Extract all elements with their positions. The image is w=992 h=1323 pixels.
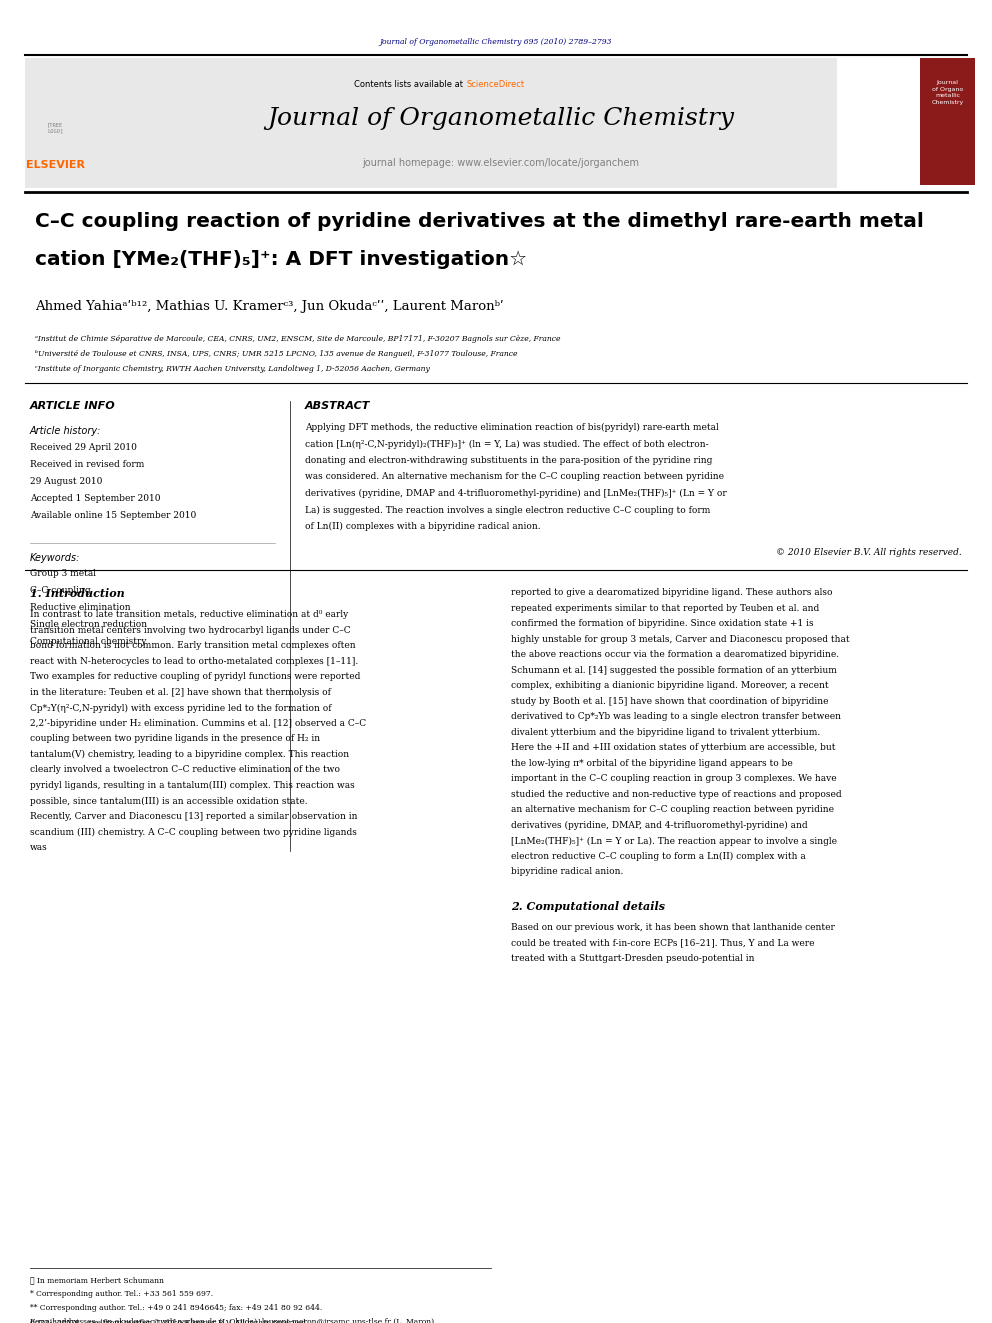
Text: ABSTRACT: ABSTRACT	[305, 401, 370, 411]
Text: C–C coupling reaction of pyridine derivatives at the dimethyl rare-earth metal: C–C coupling reaction of pyridine deriva…	[35, 212, 924, 232]
Text: react with N-heterocycles to lead to ortho-metalated complexes [1–11].: react with N-heterocycles to lead to ort…	[30, 658, 358, 665]
Text: Accepted 1 September 2010: Accepted 1 September 2010	[30, 493, 161, 503]
Text: Received in revised form: Received in revised form	[30, 460, 145, 468]
Text: Cp*₂Y(η²-C,N-pyridyl) with excess pyridine led to the formation of: Cp*₂Y(η²-C,N-pyridyl) with excess pyridi…	[30, 704, 331, 713]
Text: Group 3 metal: Group 3 metal	[30, 569, 96, 578]
Bar	[25, 58, 85, 188]
Text: ᶜInstitute of Inorganic Chemistry, RWTH Aachen University, Landoltweg 1, D-52056: ᶜInstitute of Inorganic Chemistry, RWTH …	[35, 365, 430, 373]
Text: study by Booth et al. [15] have shown that coordination of bipyridine: study by Booth et al. [15] have shown th…	[511, 697, 828, 706]
Bar	[920, 58, 975, 185]
Text: an alternative mechanism for C–C coupling reaction between pyridine: an alternative mechanism for C–C couplin…	[511, 806, 834, 815]
Text: [LnMe₂(THF)₅]⁺ (Ln = Y or La). The reaction appear to involve a single: [LnMe₂(THF)₅]⁺ (Ln = Y or La). The react…	[511, 836, 837, 845]
Text: ARTICLE INFO: ARTICLE INFO	[30, 401, 116, 411]
Text: Based on our previous work, it has been shown that lanthanide center: Based on our previous work, it has been …	[511, 923, 835, 931]
Text: E-mail addresses: jun.okuda@ac.rwth-aachen.de (J. Okuda), laurent.maron@irsamc.u: E-mail addresses: jun.okuda@ac.rwth-aach…	[30, 1318, 436, 1323]
Text: Article history:: Article history:	[30, 426, 101, 437]
Text: scandium (III) chemistry. A C–C coupling between two pyridine ligands: scandium (III) chemistry. A C–C coupling…	[30, 827, 357, 836]
Text: was: was	[30, 843, 48, 852]
Text: © 2010 Elsevier B.V. All rights reserved.: © 2010 Elsevier B.V. All rights reserved…	[777, 549, 962, 557]
Text: coupling between two pyridine ligands in the presence of H₂ in: coupling between two pyridine ligands in…	[30, 734, 320, 744]
Text: La) is suggested. The reaction involves a single electron reductive C–C coupling: La) is suggested. The reaction involves …	[305, 505, 710, 515]
Text: was considered. An alternative mechanism for the C–C coupling reaction between p: was considered. An alternative mechanism…	[305, 472, 724, 482]
Text: Available online 15 September 2010: Available online 15 September 2010	[30, 511, 196, 520]
Text: derivatives (pyridine, DMAP and 4-trifluoromethyl-pyridine) and [LnMe₂(THF)₅]⁺ (: derivatives (pyridine, DMAP and 4-triflu…	[305, 490, 727, 499]
Text: journal homepage: www.elsevier.com/locate/jorganchem: journal homepage: www.elsevier.com/locat…	[362, 157, 640, 168]
Text: ScienceDirect: ScienceDirect	[466, 79, 524, 89]
Text: Recently, Carver and Diaconescu [13] reported a similar observation in: Recently, Carver and Diaconescu [13] rep…	[30, 812, 357, 822]
Text: Journal
of Organo
metallic
Chemistry: Journal of Organo metallic Chemistry	[931, 79, 963, 105]
Text: ᵃInstitut de Chimie Séparative de Marcoule, CEA, CNRS, UM2, ENSCM, Site de Marco: ᵃInstitut de Chimie Séparative de Marcou…	[35, 335, 560, 343]
Text: ELSEVIER: ELSEVIER	[26, 160, 84, 169]
Text: pyridyl ligands, resulting in a tantalum(III) complex. This reaction was: pyridyl ligands, resulting in a tantalum…	[30, 781, 355, 790]
Text: In contrast to late transition metals, reductive elimination at d⁰ early: In contrast to late transition metals, r…	[30, 610, 348, 619]
Text: donating and electron-withdrawing substituents in the para-position of the pyrid: donating and electron-withdrawing substi…	[305, 456, 712, 464]
Text: in the literature: Teuben et al. [2] have shown that thermolysis of: in the literature: Teuben et al. [2] hav…	[30, 688, 331, 697]
Text: highly unstable for group 3 metals, Carver and Diaconescu proposed that: highly unstable for group 3 metals, Carv…	[511, 635, 849, 644]
Text: Received 29 April 2010: Received 29 April 2010	[30, 443, 137, 452]
Text: transition metal centers involving two hydrocarbyl ligands under C–C: transition metal centers involving two h…	[30, 626, 350, 635]
Text: cation [YMe₂(THF)₅]⁺: A DFT investigation☆: cation [YMe₂(THF)₅]⁺: A DFT investigatio…	[35, 250, 527, 269]
Text: possible, since tantalum(III) is an accessible oxidation state.: possible, since tantalum(III) is an acce…	[30, 796, 308, 806]
Text: the low-lying π* orbital of the bipyridine ligand appears to be: the low-lying π* orbital of the bipyridi…	[511, 759, 793, 767]
Text: bond formation is not common. Early transition metal complexes often: bond formation is not common. Early tran…	[30, 642, 355, 651]
Text: ᵇUniversité de Toulouse et CNRS, INSA, UPS, CNRS; UMR 5215 LPCNO, 135 avenue de : ᵇUniversité de Toulouse et CNRS, INSA, U…	[35, 351, 518, 359]
Text: ☆ In memoriam Herbert Schumann: ☆ In memoriam Herbert Schumann	[30, 1275, 164, 1285]
Text: tantalum(V) chemistry, leading to a bipyridine complex. This reaction: tantalum(V) chemistry, leading to a bipy…	[30, 750, 349, 759]
Text: complex, exhibiting a dianionic bipyridine ligand. Moreover, a recent: complex, exhibiting a dianionic bipyridi…	[511, 681, 828, 691]
Text: Two examples for reductive coupling of pyridyl functions were reported: Two examples for reductive coupling of p…	[30, 672, 360, 681]
Text: the above reactions occur via the formation a dearomatized bipyridine.: the above reactions occur via the format…	[511, 651, 839, 659]
Text: Reductive elimination: Reductive elimination	[30, 603, 131, 613]
Text: confirmed the formation of bipyridine. Since oxidation state +1 is: confirmed the formation of bipyridine. S…	[511, 619, 813, 628]
Text: Contents lists available at: Contents lists available at	[354, 79, 466, 89]
Text: important in the C–C coupling reaction in group 3 complexes. We have: important in the C–C coupling reaction i…	[511, 774, 836, 783]
Text: cation [Ln(η²-C,N-pyridyl)₂(THF)₃]⁺ (ln = Y, La) was studied. The effect of both: cation [Ln(η²-C,N-pyridyl)₂(THF)₃]⁺ (ln …	[305, 439, 708, 448]
Text: 2. Computational details: 2. Computational details	[511, 901, 665, 912]
Text: Journal of Organometallic Chemistry: Journal of Organometallic Chemistry	[268, 106, 734, 130]
Text: Journal of Organometallic Chemistry 695 (2010) 2789–2793: Journal of Organometallic Chemistry 695 …	[380, 38, 612, 46]
Text: could be treated with f-in-core ECPs [16–21]. Thus, Y and La were: could be treated with f-in-core ECPs [16…	[511, 938, 814, 947]
Text: treated with a Stuttgart-Dresden pseudo-potential in: treated with a Stuttgart-Dresden pseudo-…	[511, 954, 755, 963]
Text: of Ln(II) complexes with a bipyridine radical anion.: of Ln(II) complexes with a bipyridine ra…	[305, 523, 541, 531]
Text: Applying DFT methods, the reductive elimination reaction of bis(pyridyl) rare-ea: Applying DFT methods, the reductive elim…	[305, 423, 719, 433]
Text: Single electron reduction: Single electron reduction	[30, 620, 147, 628]
Bar	[85, 58, 837, 188]
Text: studied the reductive and non-reductive type of reactions and proposed: studied the reductive and non-reductive …	[511, 790, 841, 799]
Text: Here the +II and +III oxidation states of ytterbium are accessible, but: Here the +II and +III oxidation states o…	[511, 744, 835, 753]
Text: [TREE
LOGO]: [TREE LOGO]	[47, 123, 63, 134]
Text: 1. Introduction: 1. Introduction	[30, 589, 125, 599]
Text: * Corresponding author. Tel.: +33 561 559 697.: * Corresponding author. Tel.: +33 561 55…	[30, 1290, 213, 1298]
Text: C–C coupling: C–C coupling	[30, 586, 90, 595]
Text: 0022-328X/$ – see front matter © 2010 Elsevier B.V. All rights reserved.: 0022-328X/$ – see front matter © 2010 El…	[30, 1319, 309, 1323]
Text: Ahmed Yahiaᵃʹᵇ¹², Mathias U. Kramerᶜ³, Jun Okudaᶜʹʹ, Laurent Maronᵇʹ: Ahmed Yahiaᵃʹᵇ¹², Mathias U. Kramerᶜ³, J…	[35, 300, 504, 314]
Text: repeated experiments similar to that reported by Teuben et al. and: repeated experiments similar to that rep…	[511, 605, 819, 613]
Text: derivatives (pyridine, DMAP, and 4-trifluoromethyl-pyridine) and: derivatives (pyridine, DMAP, and 4-trifl…	[511, 822, 807, 830]
Text: bipyridine radical anion.: bipyridine radical anion.	[511, 868, 623, 877]
Text: ** Corresponding author. Tel.: +49 0 241 8946645; fax: +49 241 80 92 644.: ** Corresponding author. Tel.: +49 0 241…	[30, 1304, 322, 1312]
Text: 29 August 2010: 29 August 2010	[30, 478, 102, 486]
Text: Keywords:: Keywords:	[30, 553, 80, 564]
Text: electron reductive C–C coupling to form a Ln(II) complex with a: electron reductive C–C coupling to form …	[511, 852, 806, 861]
Text: reported to give a dearomatized bipyridine ligand. These authors also: reported to give a dearomatized bipyridi…	[511, 589, 832, 598]
Text: Computational chemistry: Computational chemistry	[30, 636, 147, 646]
Text: Schumann et al. [14] suggested the possible formation of an ytterbium: Schumann et al. [14] suggested the possi…	[511, 665, 837, 675]
Text: clearly involved a twoelectron C–C reductive elimination of the two: clearly involved a twoelectron C–C reduc…	[30, 766, 340, 774]
Text: derivatived to Cp*₂Yb was leading to a single electron transfer between: derivatived to Cp*₂Yb was leading to a s…	[511, 713, 841, 721]
Text: 2,2’-bipyridine under H₂ elimination. Cummins et al. [12] observed a C–C: 2,2’-bipyridine under H₂ elimination. Cu…	[30, 718, 366, 728]
Text: divalent ytterbium and the bipyridine ligand to trivalent ytterbium.: divalent ytterbium and the bipyridine li…	[511, 728, 820, 737]
